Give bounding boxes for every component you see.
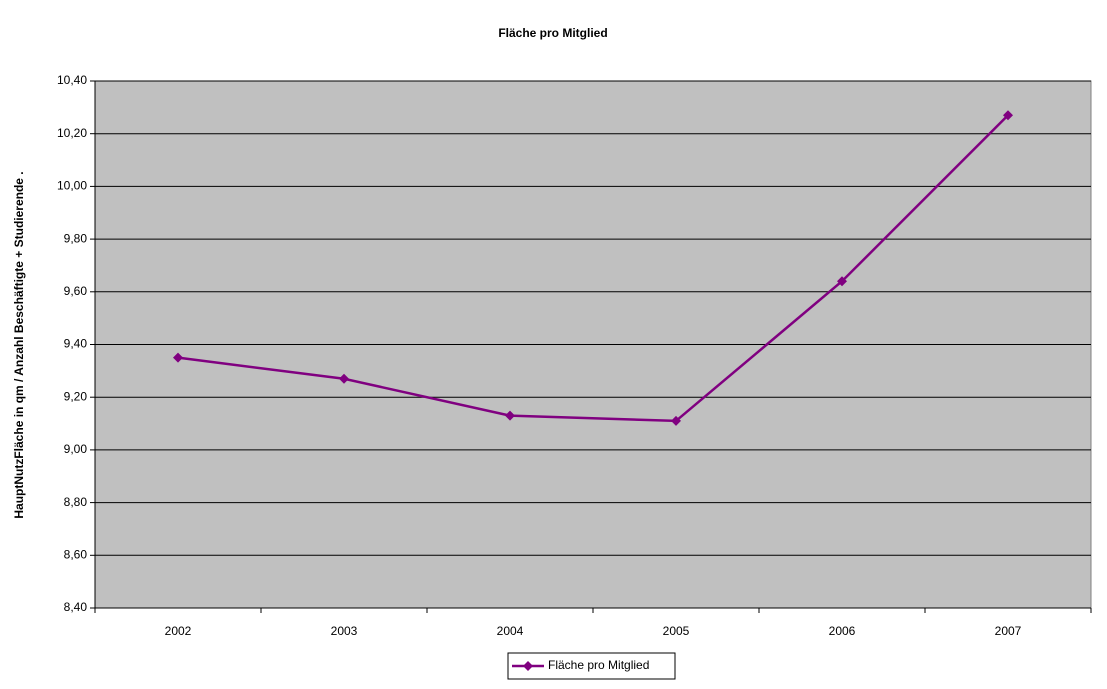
x-tick-label: 2004 xyxy=(497,624,524,638)
y-axis-label: HauptNutzFläche in qm / Anzahl Beschäfti… xyxy=(12,171,26,518)
x-tick-label: 2003 xyxy=(331,624,358,638)
series-line xyxy=(177,114,1009,423)
y-tick-label: 8,60 xyxy=(64,547,88,561)
point xyxy=(671,415,681,426)
point xyxy=(505,410,515,421)
y-tick-label: 9,60 xyxy=(64,284,88,298)
y-tick-label: 10,40 xyxy=(57,73,87,87)
y-tick-label: 8,40 xyxy=(64,600,88,614)
y-tick-label: 10,00 xyxy=(57,179,87,193)
legend-marker xyxy=(523,661,533,671)
y-tick-label: 8,80 xyxy=(64,495,88,509)
y-tick-label: 9,00 xyxy=(64,442,88,456)
point xyxy=(1003,110,1013,121)
point xyxy=(837,276,847,287)
point xyxy=(339,373,349,384)
y-tick-label: 9,20 xyxy=(64,389,88,403)
x-tick-label: 2002 xyxy=(165,624,192,638)
x-tick-label: 2006 xyxy=(829,624,856,638)
x-tick-label: 2007 xyxy=(995,624,1022,638)
y-tick-label: 9,40 xyxy=(64,337,88,351)
x-tick-label: 2005 xyxy=(663,624,690,638)
y-tick-label: 10,20 xyxy=(57,126,87,140)
y-tick-label: 9,80 xyxy=(64,231,88,245)
chart-title: Fläche pro Mitglied xyxy=(498,26,607,40)
legend-label: Fläche pro Mitglied xyxy=(548,658,649,672)
point xyxy=(173,352,183,363)
